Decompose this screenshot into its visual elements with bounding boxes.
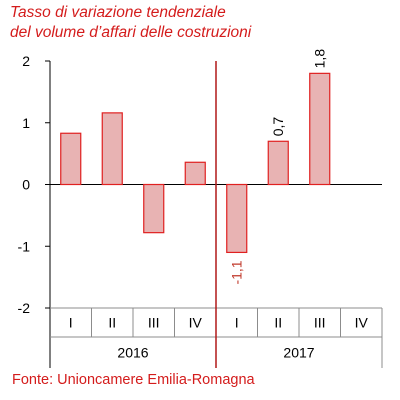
data-label: -1,1: [229, 260, 245, 284]
bar-2016-I: [60, 132, 82, 186]
data-label: 1,8: [312, 49, 328, 69]
y-tick-label: 0: [22, 177, 30, 193]
bar-2017-II: [267, 140, 289, 186]
category-label: IV: [355, 315, 369, 331]
year-label: 2017: [283, 345, 314, 361]
year-label: 2016: [117, 345, 148, 361]
chart-title-line-1: Tasso di variazione tendenziale: [10, 4, 226, 21]
bar-2017-III: [309, 72, 331, 186]
y-tick-label: -1: [18, 238, 31, 254]
category-label: III: [314, 315, 326, 331]
bar-2016-III: [143, 183, 165, 234]
category-label: I: [69, 315, 73, 331]
category-label: II: [274, 315, 282, 331]
chart-title-line-2: del volume d’affari delle costruzioni: [10, 24, 252, 41]
y-tick-label: 1: [22, 115, 30, 131]
source-note: Fonte: Unioncamere Emilia-Romagna: [12, 372, 255, 388]
category-label: I: [235, 315, 239, 331]
data-label: 0,7: [270, 117, 286, 137]
y-tick-label: 2: [22, 53, 30, 69]
category-label: II: [108, 315, 116, 331]
bar-2016-II: [101, 112, 123, 186]
y-tick-label: -2: [18, 300, 31, 316]
category-label: IV: [189, 315, 203, 331]
bar-2017-I: [226, 183, 248, 254]
category-label: III: [148, 315, 160, 331]
bar-2016-IV: [184, 161, 206, 186]
chart-title: Tasso di variazione tendenziale del volu…: [10, 3, 251, 43]
